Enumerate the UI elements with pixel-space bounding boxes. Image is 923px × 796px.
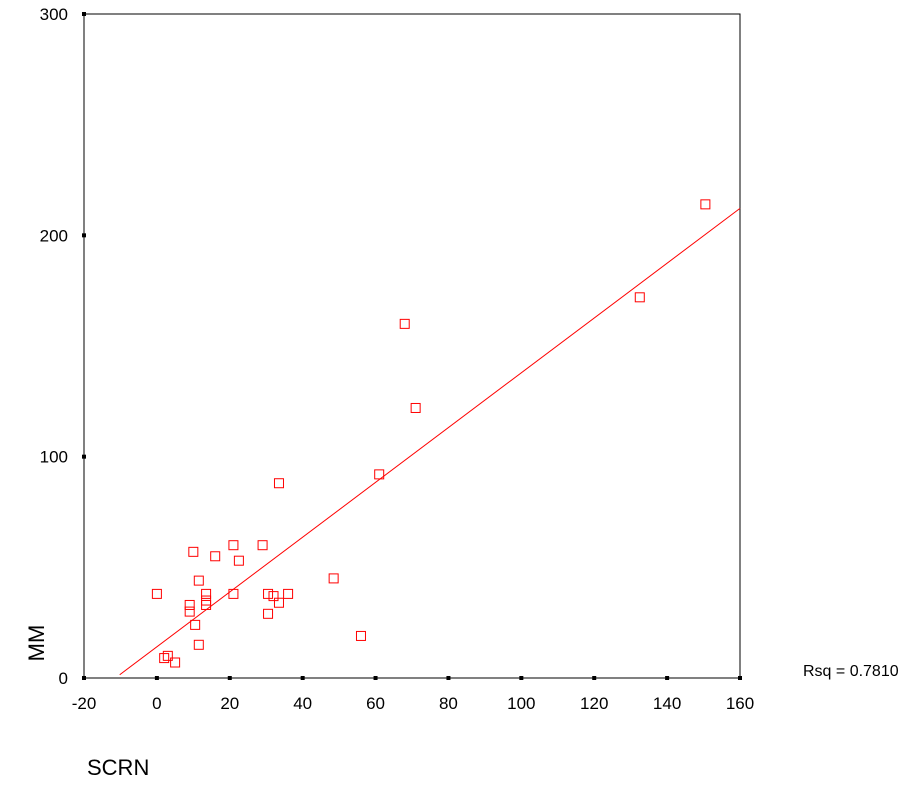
rsq-annotation: Rsq = 0.7810 [803, 663, 899, 680]
x-tick-mark [82, 676, 86, 680]
data-point [188, 546, 199, 557]
x-axis-title: SCRN [87, 755, 149, 780]
x-tick-mark [738, 676, 742, 680]
x-tick-label: 160 [726, 694, 754, 713]
regression-line [119, 207, 741, 676]
x-tick-label: 80 [439, 694, 458, 713]
x-tick-label: 0 [152, 694, 161, 713]
data-point [410, 402, 421, 413]
data-point [283, 588, 294, 599]
x-tick-label: 60 [366, 694, 385, 713]
data-point [257, 540, 268, 551]
data-point [228, 588, 239, 599]
data-point [193, 575, 204, 586]
x-tick-mark [665, 676, 670, 680]
x-tick-mark [227, 676, 232, 680]
data-point [328, 573, 339, 584]
data-point [151, 588, 162, 599]
data-point [184, 606, 195, 617]
y-tick-mark [82, 454, 86, 459]
data-point [228, 540, 239, 551]
y-tick-label: 300 [40, 5, 68, 24]
data-points [151, 199, 711, 668]
x-tick-label: -20 [72, 694, 97, 713]
x-tick-mark [300, 676, 305, 680]
data-point [263, 588, 274, 599]
data-point [374, 469, 385, 480]
x-tick-mark [592, 676, 597, 680]
x-tick-mark [154, 676, 159, 680]
y-tick-label: 100 [40, 448, 68, 467]
x-tick-label: 40 [293, 694, 312, 713]
data-point [273, 597, 284, 608]
x-tick-mark [446, 676, 451, 680]
data-point [634, 292, 645, 303]
x-tick-mark [373, 676, 378, 680]
data-point [210, 551, 221, 562]
y-tick-mark [82, 233, 86, 238]
data-point [233, 555, 244, 566]
y-axis-title: MM [24, 625, 49, 662]
data-point [201, 599, 212, 610]
y-tick-label: 200 [40, 226, 68, 245]
data-point [162, 650, 173, 661]
plot-border [83, 13, 741, 679]
data-point [355, 630, 366, 641]
data-point [268, 591, 279, 602]
x-tick-label: 20 [220, 694, 239, 713]
x-axis: -20 0 20 40 60 80 100 120 140 160 [72, 676, 754, 713]
x-tick-label: 120 [580, 694, 608, 713]
data-point [193, 639, 204, 650]
data-point [159, 653, 170, 664]
data-point [700, 199, 711, 210]
data-point [170, 657, 181, 668]
y-axis: 0 100 200 300 [40, 5, 86, 688]
data-point [273, 478, 284, 489]
data-point [399, 318, 410, 329]
y-tick-mark [82, 12, 86, 16]
data-point [263, 608, 274, 619]
plot-frame [83, 13, 741, 679]
x-tick-mark [519, 676, 524, 680]
y-tick-label: 0 [59, 669, 68, 688]
x-tick-label: 140 [653, 694, 681, 713]
data-point [201, 588, 212, 599]
data-point [190, 619, 201, 630]
x-tick-label: 100 [507, 694, 535, 713]
data-point [184, 599, 195, 610]
